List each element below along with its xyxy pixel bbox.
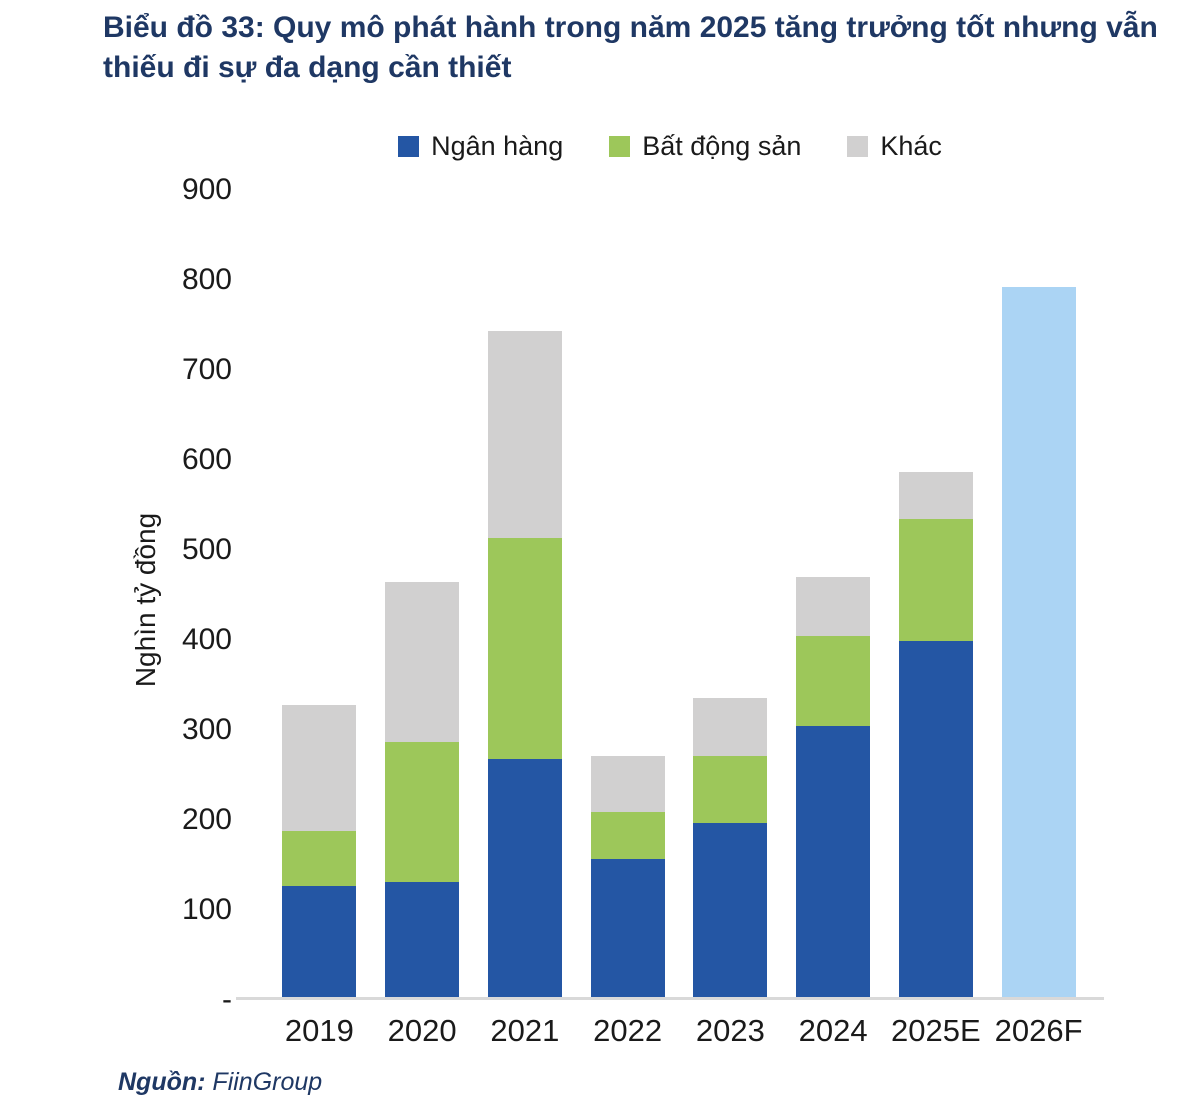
bar-2019: [282, 704, 357, 998]
legend: Ngân hàng Bất động sản Khác: [240, 131, 1100, 162]
source-value: FiinGroup: [212, 1068, 323, 1096]
bar-segment: [693, 698, 768, 756]
legend-label: Bất động sản: [642, 131, 802, 161]
y-tick-label: 300: [181, 713, 232, 746]
bar-slot: [782, 188, 885, 998]
bar-slot: [679, 188, 782, 998]
source-label: Nguồn:: [118, 1068, 206, 1096]
y-axis-ticks: 900 800 700 600 500 400 300 200 100 -: [0, 173, 232, 1016]
x-axis-label: 2021: [490, 1013, 560, 1048]
legend-swatch-icon: [398, 136, 420, 157]
x-axis-line: [236, 997, 1104, 1000]
bar-2026F: [1001, 287, 1076, 998]
legend-item: Ngân hàng: [398, 131, 563, 162]
bar-segment: [385, 582, 460, 743]
bar-segment: [590, 811, 665, 859]
y-axis-title: Nghìn tỷ đồng: [130, 512, 161, 688]
bar-slot: [885, 188, 988, 998]
y-tick-label: 400: [181, 623, 232, 656]
x-axis-label: 2026F: [994, 1013, 1083, 1048]
bar-segment: [487, 538, 562, 759]
bar-segment: [282, 704, 357, 831]
bar-segment: [385, 742, 460, 882]
y-tick-label: 800: [181, 263, 232, 296]
bar-segment: [590, 858, 665, 998]
legend-swatch-icon: [847, 136, 869, 157]
bar-slot: [474, 188, 577, 998]
bar-segment: [693, 755, 768, 824]
chart-title: Biểu đồ 33: Quy mô phát hành trong năm 2…: [103, 8, 1163, 88]
y-tick-label: 500: [181, 533, 232, 566]
x-axis-label: 2019: [284, 1013, 354, 1048]
y-tick-label: 200: [181, 803, 232, 836]
y-tick-label: -: [222, 983, 232, 1016]
legend-item: Bất động sản: [609, 131, 801, 162]
y-tick-label: 700: [181, 353, 232, 386]
bar-2025E: [898, 471, 973, 998]
bar-segment: [282, 830, 357, 887]
bar-2024: [796, 576, 871, 998]
bar-segment: [487, 758, 562, 998]
legend-swatch-icon: [609, 136, 631, 157]
bar-segment: [796, 636, 871, 727]
x-axis-labels: 2019 2020 2021 2022 2023 2024 2025E 2026F: [268, 1012, 1090, 1050]
chart-title-line2: thiếu đi sự đa dạng cần thiết: [103, 51, 512, 84]
x-axis-label: 2023: [695, 1013, 765, 1048]
source-note: Nguồn: FiinGroup: [118, 1068, 322, 1097]
chart-title-line1: Biểu đồ 33: Quy mô phát hành trong năm 2…: [103, 11, 1158, 44]
bar-segment: [693, 823, 768, 998]
y-tick-label: 900: [181, 173, 232, 206]
y-tick-label: 600: [181, 443, 232, 476]
plot-area: [268, 188, 1090, 998]
bar-segment: [898, 471, 973, 520]
bar-2023: [693, 698, 768, 998]
bar-slot: [576, 188, 679, 998]
bar-2020: [385, 582, 460, 998]
bar-2022: [590, 755, 665, 998]
bar-slot: [268, 188, 371, 998]
bar-segment: [282, 886, 357, 998]
bar-segment: [898, 519, 973, 641]
legend-label: Ngân hàng: [431, 131, 564, 161]
bar-segment-forecast: [1001, 287, 1076, 998]
x-axis-label: 2024: [798, 1013, 868, 1048]
y-tick-label: 100: [181, 893, 232, 926]
bar-segment: [796, 726, 871, 998]
bar-segment: [796, 576, 871, 637]
x-axis-label: 2020: [387, 1013, 457, 1048]
bar-segment: [590, 755, 665, 812]
bar-slot: [987, 188, 1090, 998]
bar-slot: [371, 188, 474, 998]
legend-item: Khác: [847, 131, 942, 162]
legend-label: Khác: [880, 131, 942, 161]
bar-segment: [898, 640, 973, 998]
x-axis-label: 2022: [593, 1013, 663, 1048]
bar-2021: [487, 331, 562, 998]
bar-segment: [385, 881, 460, 998]
bar-segment: [487, 331, 562, 539]
x-axis-label: 2025E: [891, 1013, 981, 1048]
